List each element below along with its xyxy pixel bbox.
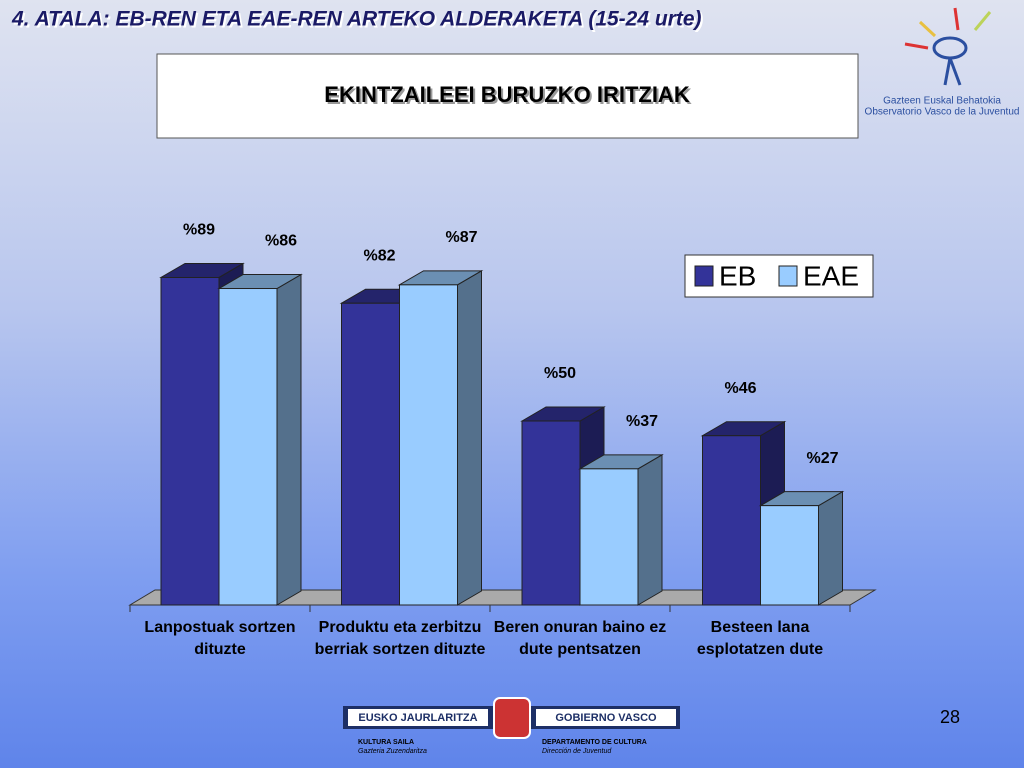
bar-front <box>218 288 278 606</box>
bar <box>758 490 845 606</box>
footer-text: KULTURA SAILA <box>358 739 414 746</box>
data-label: %46 <box>724 380 756 397</box>
coat-of-arms <box>493 697 531 739</box>
footer-text: Gazteria Zuzendaritza <box>358 748 427 755</box>
logo-text: Observatorio Vasco de la Juventud <box>865 107 1020 118</box>
bar-front <box>760 505 819 606</box>
title-box <box>156 53 859 139</box>
data-label: %87 <box>445 229 477 246</box>
bar-front <box>341 302 400 606</box>
legend-label: EB <box>719 260 756 291</box>
legend-label: EAE <box>803 260 859 291</box>
bar <box>578 453 664 606</box>
chart-title: EKINTZAILEEI BURUZKO IRITZIAK <box>324 82 690 107</box>
bar-side <box>818 490 843 606</box>
title-shadow: 4. ATALA: EB-REN ETA EAE-REN ARTEKO ALDE… <box>13 10 704 33</box>
bar-front <box>579 468 639 606</box>
chart-title-shadow: EKINTZAILEEI BURUZKO IRITZIAK <box>326 84 692 109</box>
x-tick-label: Produktu eta zerbitzu berriak sortzen di… <box>314 619 486 658</box>
bar-front <box>521 420 581 606</box>
data-label: %86 <box>265 233 297 250</box>
banner-text: EUSKO JAURLARITZA <box>358 712 477 724</box>
logo-text: Gazteen Euskal Behatokia <box>883 96 1001 107</box>
x-tick-label: Beren onuran baino ez dute pentsatzen <box>493 619 667 658</box>
bar <box>397 269 484 606</box>
footer-text: DEPARTAMENTO DE CULTURA <box>542 739 647 746</box>
data-label: %37 <box>626 413 658 430</box>
bar <box>217 273 303 606</box>
legend-swatch <box>778 265 798 287</box>
banner-text: GOBIERNO VASCO <box>555 712 657 724</box>
logo-icon <box>904 7 992 86</box>
banner-box <box>348 709 488 726</box>
slide-title: 4. ATALA: EB-REN ETA EAE-REN ARTEKO ALDE… <box>11 8 702 31</box>
data-label: %89 <box>183 222 215 239</box>
bar-front <box>160 276 220 606</box>
legend-swatch <box>694 265 714 287</box>
bar-side <box>276 273 302 606</box>
bar-side <box>637 453 663 606</box>
data-label: %27 <box>806 450 838 467</box>
data-label: %82 <box>363 247 395 264</box>
x-tick-label: Besteen lana esplotatzen dute <box>696 619 824 658</box>
x-tick-label: Lanpostuak sortzen dituzte <box>144 619 296 658</box>
bar-side <box>457 269 482 606</box>
footer-text: Dirección de Juventud <box>542 748 612 755</box>
banner-box <box>536 709 676 726</box>
data-label: %50 <box>544 365 576 382</box>
bar-front <box>702 435 761 606</box>
page-number: 28 <box>940 707 960 727</box>
bar-front <box>399 284 458 606</box>
